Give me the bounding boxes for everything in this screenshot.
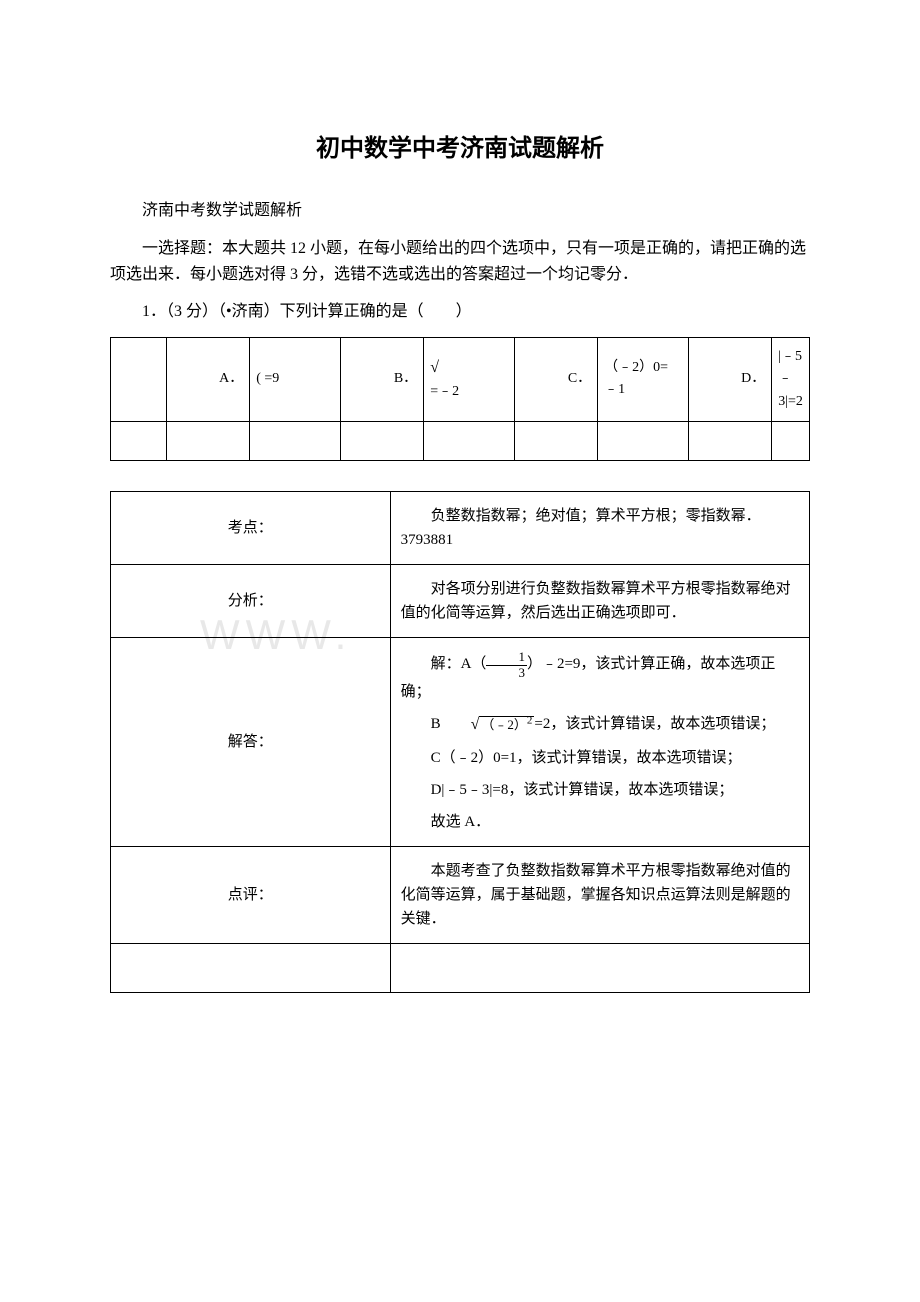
analysis-row-fenxi: 分析： 对各项分别进行负整数指数幂算术平方根零指数幂绝对值的化简等运算，然后选出… xyxy=(111,565,810,638)
jieda-p2: B√（﹣2）2=2，该式计算错误，故本选项错误； xyxy=(401,712,799,738)
jieda-p1-prefix: 解：A（ xyxy=(431,657,487,673)
frac-den: 3 xyxy=(486,666,527,680)
page-title: 初中数学中考济南试题解析 xyxy=(110,130,810,168)
analysis-row-dianping: 点评： 本题考查了负整数指数幂算术平方根零指数幂绝对值的化简等运算，属于基础题，… xyxy=(111,846,810,943)
empty-cell xyxy=(514,421,598,460)
empty-cell xyxy=(111,943,391,992)
jieda-p1: 解：A（13）﹣2=9，该式计算正确，故本选项正确； xyxy=(401,650,799,704)
empty-cell xyxy=(111,421,167,460)
empty-row xyxy=(111,943,810,992)
subtitle: 济南中考数学试题解析 xyxy=(110,198,810,224)
kaodian-label: 考点： xyxy=(111,492,391,565)
jieda-p3: C（﹣2）0=1，该式计算错误，故本选项错误； xyxy=(401,746,799,770)
jieda-p4: D|﹣5﹣3|=8，该式计算错误，故本选项错误； xyxy=(401,778,799,802)
option-a-value: ( =9 xyxy=(250,337,340,421)
dianping-label: 点评： xyxy=(111,846,391,943)
sqrt-body: （﹣2） xyxy=(481,717,527,732)
empty-cell xyxy=(688,421,772,460)
option-c-value: （﹣2）0=﹣1 xyxy=(598,337,689,421)
option-b-label: B． xyxy=(340,337,424,421)
options-table: A． ( =9 B． √ =﹣2 C． （﹣2）0=﹣1 D． |﹣5﹣3|=2 xyxy=(110,337,810,462)
sqrt-exp: 2 xyxy=(527,715,533,727)
option-a-label: A． xyxy=(166,337,250,421)
empty-cell xyxy=(166,421,250,460)
question-text: 1．（3 分）（•济南）下列计算正确的是（ ） xyxy=(110,299,810,325)
option-b-value: √ =﹣2 xyxy=(424,337,514,421)
instruction-text: 一选择题：本大题共 12 小题，在每小题给出的四个选项中，只有一项是正确的，请把… xyxy=(110,236,810,287)
option-d-value: |﹣5﹣3|=2 xyxy=(772,337,810,421)
jieda-p2-suffix: =2，该式计算错误，故本选项错误； xyxy=(534,716,775,732)
analysis-row-kaodian: 考点： 负整数指数幂；绝对值；算术平方根；零指数幂．3793881 xyxy=(111,492,810,565)
option-c-label: C． xyxy=(514,337,598,421)
jieda-value: 解：A（13）﹣2=9，该式计算正确，故本选项正确； B√（﹣2）2=2，该式计… xyxy=(390,638,809,846)
jieda-p5: 故选 A． xyxy=(401,810,799,834)
analysis-table: 考点： 负整数指数幂；绝对值；算术平方根；零指数幂．3793881 分析： 对各… xyxy=(110,491,810,992)
analysis-row-jieda: 解答： 解：A（13）﹣2=9，该式计算正确，故本选项正确； B√（﹣2）2=2… xyxy=(111,638,810,846)
jieda-p2-prefix: B xyxy=(431,716,441,732)
empty-cell xyxy=(390,943,809,992)
jieda-label: 解答： xyxy=(111,638,391,846)
dianping-value: 本题考查了负整数指数幂算术平方根零指数幂绝对值的化简等运算，属于基础题，掌握各知… xyxy=(390,846,809,943)
empty-row xyxy=(111,421,810,460)
frac-num: 1 xyxy=(486,650,527,665)
option-b-text: =﹣2 xyxy=(430,384,459,399)
fenxi-label: 分析： xyxy=(111,565,391,638)
options-row: A． ( =9 B． √ =﹣2 C． （﹣2）0=﹣1 D． |﹣5﹣3|=2 xyxy=(111,337,810,421)
empty-cell xyxy=(772,421,810,460)
fenxi-value: 对各项分别进行负整数指数幂算术平方根零指数幂绝对值的化简等运算，然后选出正确选项… xyxy=(390,565,809,638)
empty-cell xyxy=(250,421,340,460)
empty-cell xyxy=(340,421,424,460)
empty-cell xyxy=(598,421,689,460)
option-d-label: D． xyxy=(688,337,772,421)
empty-cell xyxy=(111,337,167,421)
empty-cell xyxy=(424,421,514,460)
kaodian-value: 负整数指数幂；绝对值；算术平方根；零指数幂．3793881 xyxy=(390,492,809,565)
